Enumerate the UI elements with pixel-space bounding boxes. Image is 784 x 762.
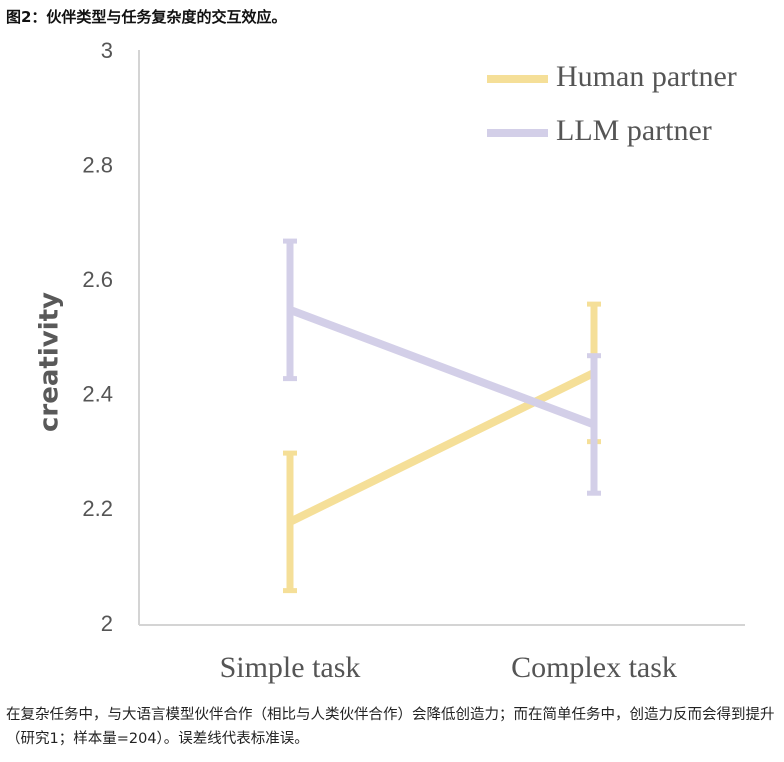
legend: Human partner LLM partner xyxy=(487,60,737,147)
figure-title: 图2：伙伴类型与任务复杂度的交互效应。 xyxy=(6,8,287,26)
y-axis-label: creativity xyxy=(35,292,65,432)
axes xyxy=(138,50,745,626)
legend-label: Human partner xyxy=(556,60,737,93)
series-line xyxy=(288,369,596,526)
data-series xyxy=(283,238,601,594)
y-tick-label: 2.8 xyxy=(82,152,113,177)
series-human-partner xyxy=(283,301,601,594)
figure-caption: 在复杂任务中，与大语言模型伙伴合作（相比与人类伙伴合作）会降低创造力；而在简单任… xyxy=(6,707,775,747)
y-tick-label: 3 xyxy=(101,38,113,63)
legend-item: Human partner xyxy=(487,60,737,93)
y-tick-label: 2.2 xyxy=(82,496,113,521)
interaction-line-chart: 2 2.2 2.4 2.6 2.8 3 Simple task Complex task c… xyxy=(35,38,745,684)
legend-item: LLM partner xyxy=(487,114,712,147)
y-tick-labels: 2 2.2 2.4 2.6 2.8 3 xyxy=(82,38,113,636)
y-tick-label: 2.6 xyxy=(82,267,113,292)
x-category-label: Simple task xyxy=(220,651,361,684)
y-tick-label: 2.4 xyxy=(82,382,113,407)
series-llm-partner xyxy=(283,238,601,496)
series-line xyxy=(288,306,596,429)
legend-label: LLM partner xyxy=(556,114,712,147)
y-tick-label: 2 xyxy=(101,611,113,636)
x-category-labels: Simple task Complex task xyxy=(220,651,677,684)
x-category-label: Complex task xyxy=(511,651,677,684)
